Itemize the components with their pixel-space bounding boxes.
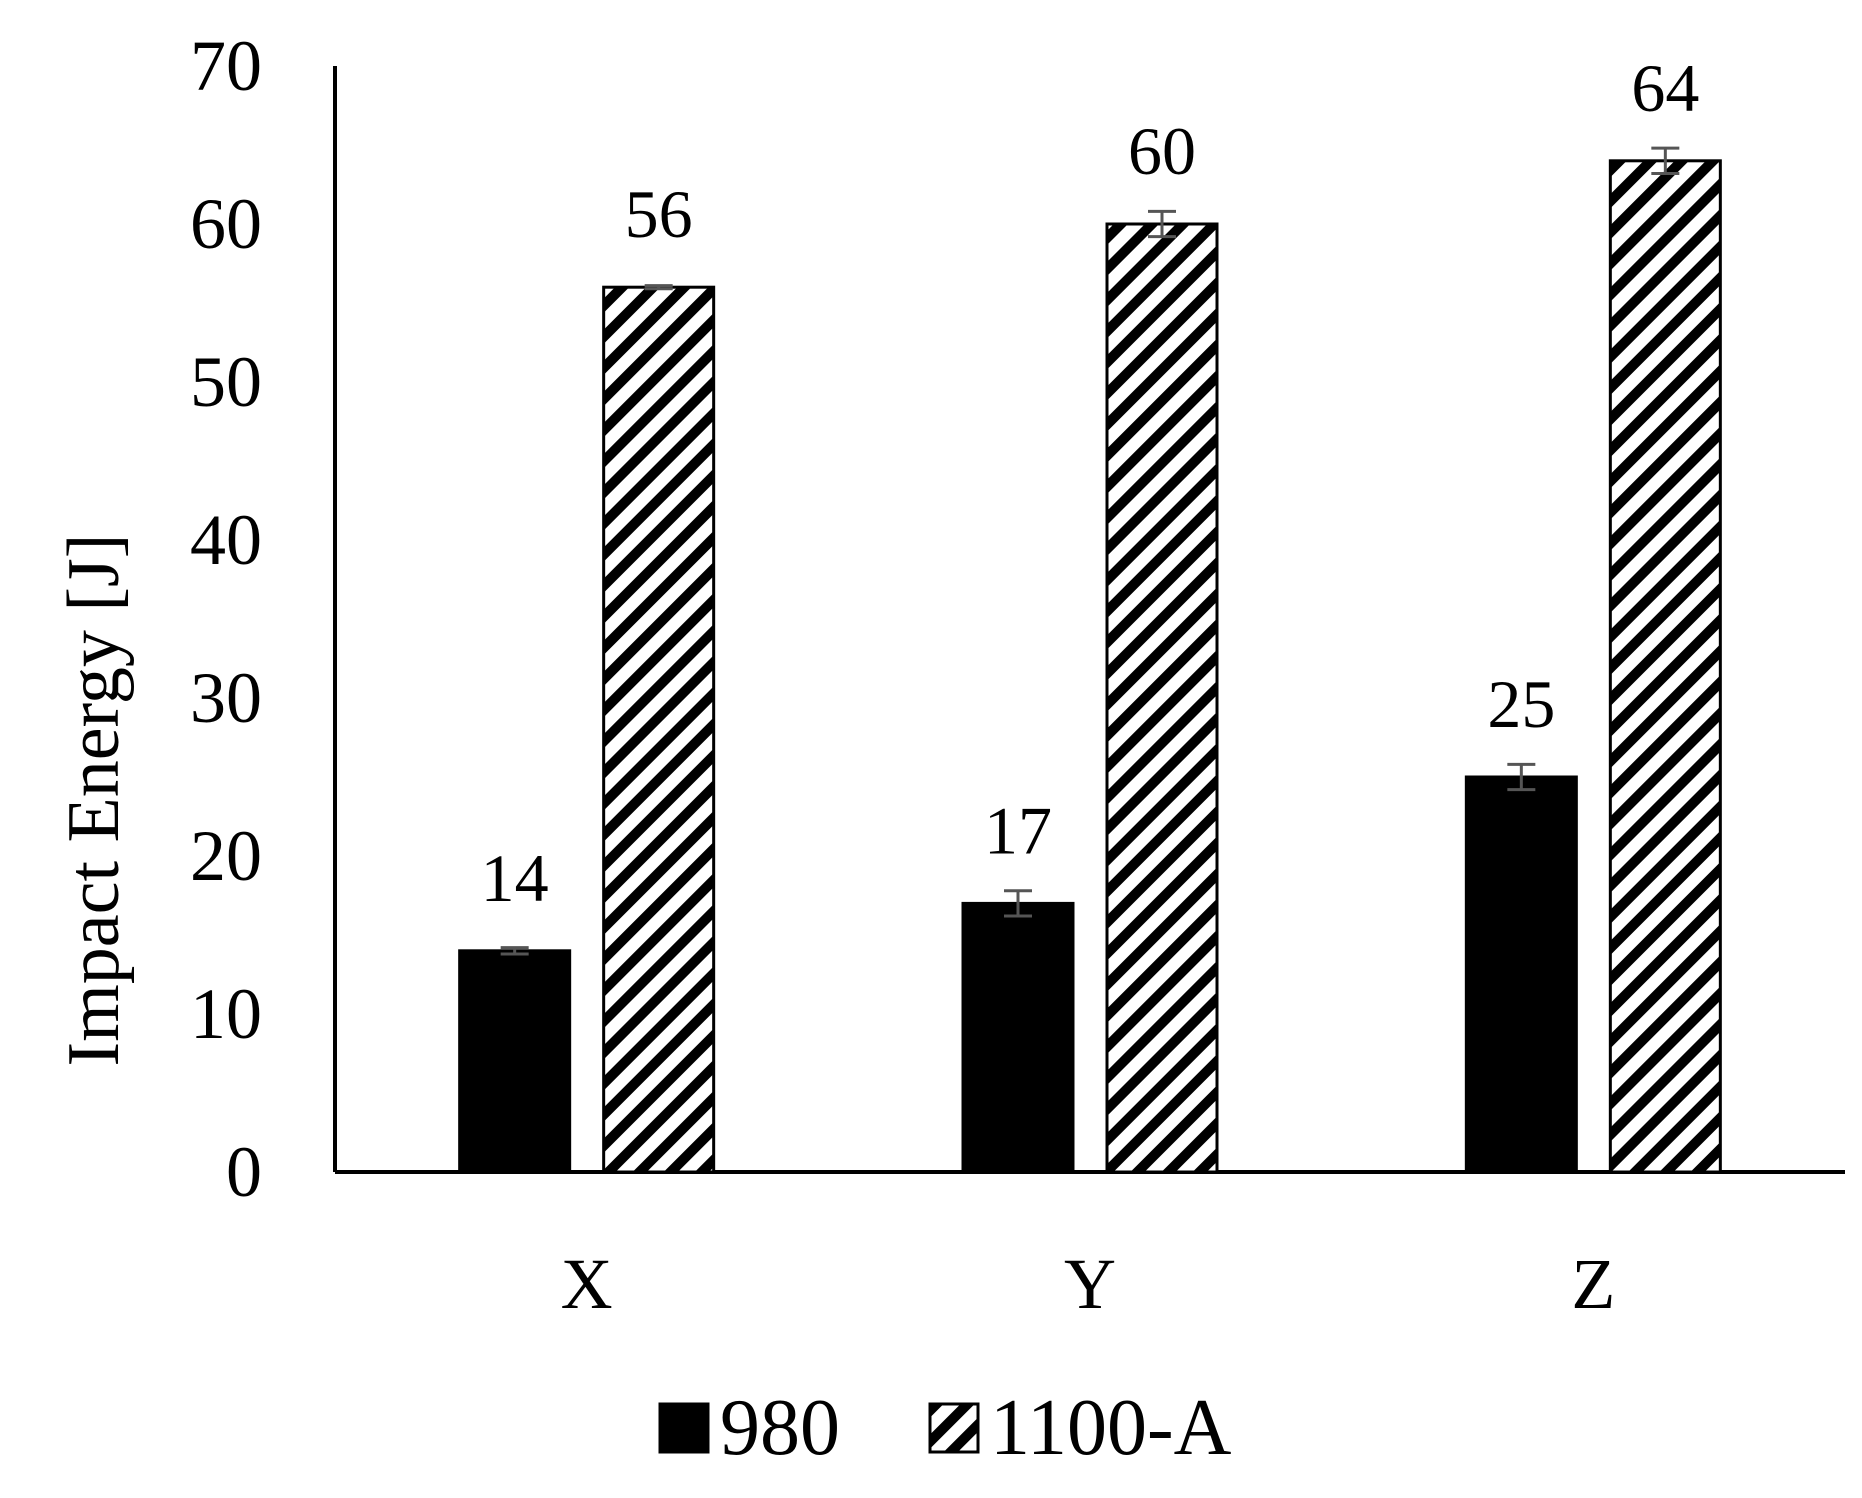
error-bar — [1004, 889, 1032, 918]
data-label: 25 — [1487, 666, 1555, 742]
legend-item: 980 — [658, 1384, 840, 1472]
data-label: 14 — [481, 840, 549, 916]
y-tick-label: 50 — [190, 342, 262, 422]
y-tick-label: 30 — [190, 658, 262, 738]
legend-label: 1100-A — [990, 1384, 1232, 1472]
bar-1100-A-Z — [1608, 159, 1722, 1174]
category-labels: X Y Z — [561, 1244, 1616, 1324]
data-label: 60 — [1128, 113, 1196, 189]
x-category-label: Y — [1064, 1244, 1116, 1324]
legend-item: 1100-A — [928, 1384, 1232, 1472]
data-label: 64 — [1631, 50, 1699, 126]
x-category-label: X — [561, 1244, 613, 1324]
data-label: 17 — [984, 792, 1052, 868]
x-category-label: Z — [1571, 1244, 1615, 1324]
y-tick-label: 20 — [190, 816, 262, 896]
error-bar — [1507, 762, 1536, 792]
y-tick-label: 0 — [226, 1132, 262, 1212]
legend-swatch — [658, 1402, 710, 1454]
y-tick-label: 10 — [190, 974, 262, 1054]
y-tick-label: 70 — [190, 26, 262, 106]
data-label: 56 — [625, 176, 693, 252]
y-axis-ticks: 0 10 20 30 40 50 60 70 — [190, 26, 262, 1212]
y-axis-title: Impact Energy [J] — [53, 534, 135, 1067]
legend-label: 980 — [720, 1384, 840, 1472]
chart-axes — [333, 66, 1845, 1174]
error-bar — [500, 946, 529, 956]
error-bar — [1651, 146, 1680, 175]
error-bar — [644, 284, 673, 291]
legend: 980 1100-A — [658, 1384, 1232, 1472]
y-tick-label: 40 — [190, 500, 262, 580]
bar-980-X — [458, 949, 572, 1174]
bar-1100-A-Y — [1105, 222, 1219, 1174]
error-bar — [1148, 209, 1176, 239]
bars-group: 14 56 17 60 25 64 — [458, 50, 1722, 1174]
legend-swatch — [928, 1402, 980, 1454]
y-tick-label: 60 — [190, 184, 262, 264]
bar-980-Y — [961, 901, 1075, 1174]
bar-980-Z — [1464, 775, 1578, 1174]
bar-1100-A-X — [602, 285, 716, 1174]
